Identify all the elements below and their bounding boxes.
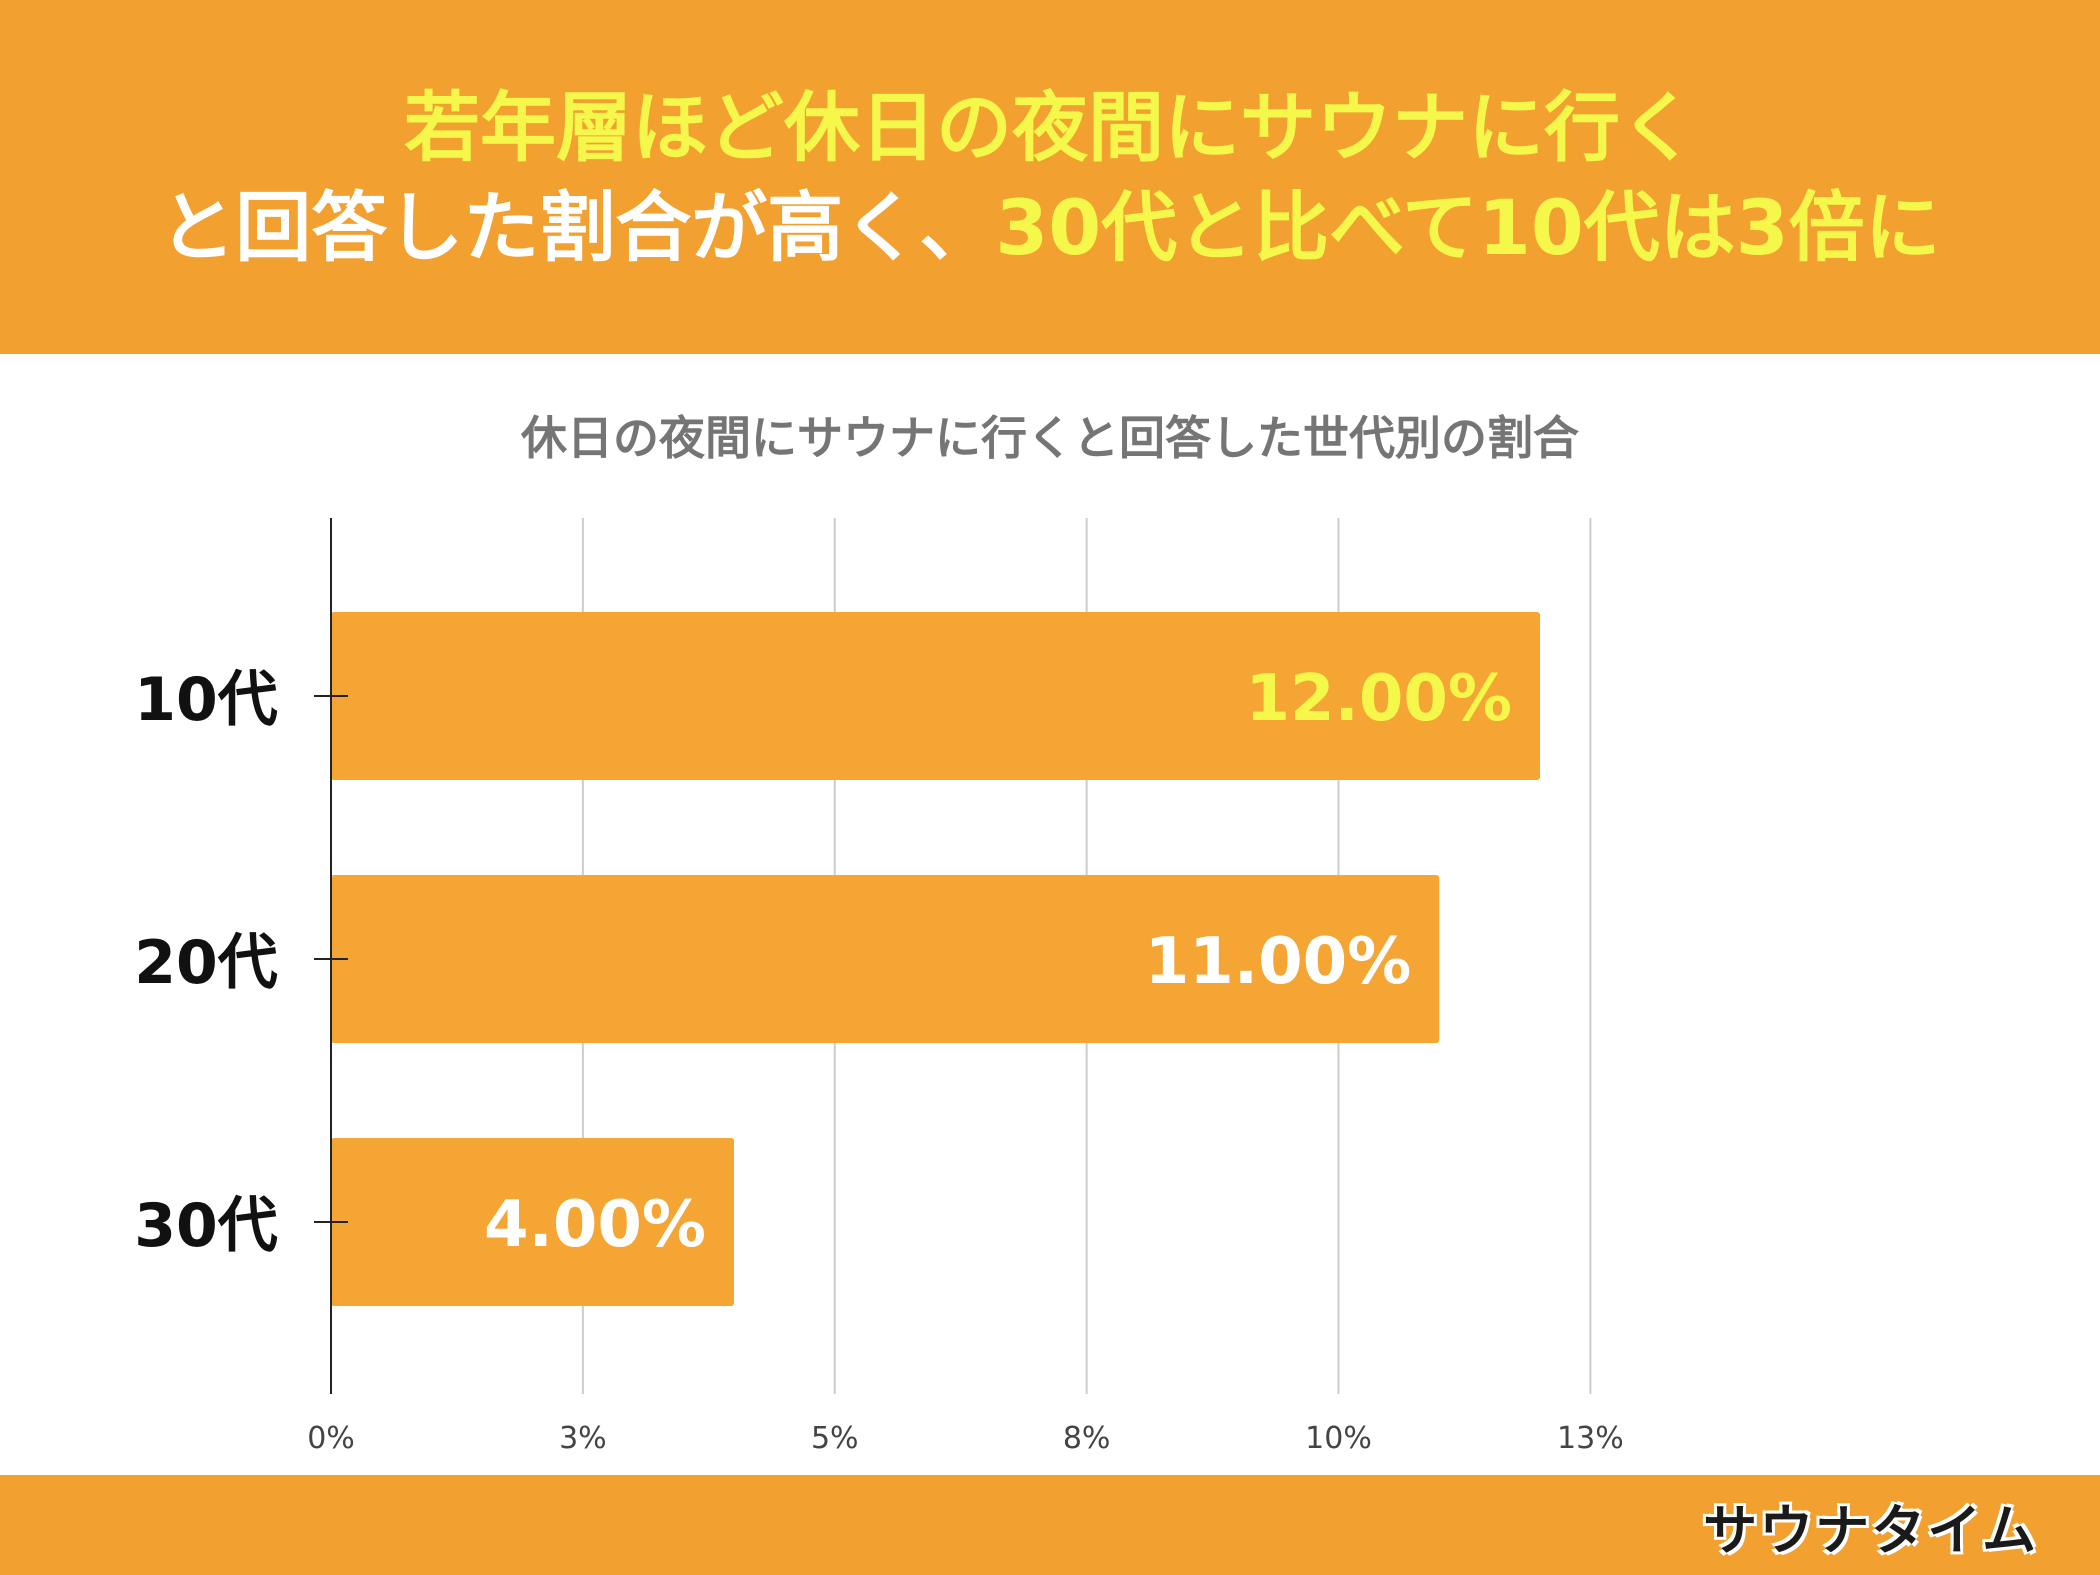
chart-title: 休日の夜間にサウナに行くと回答した世代別の割合 xyxy=(521,411,1579,465)
footer-bar: サウナタイム xyxy=(0,1475,2100,1575)
data-label: 11.00% xyxy=(1145,925,1412,999)
bar xyxy=(331,1138,734,1306)
x-tick-label: 3% xyxy=(559,1421,607,1456)
x-tick-label: 0% xyxy=(307,1421,355,1456)
category-label: 30代 xyxy=(134,1191,278,1261)
headline-banner: 若年層ほど休日の夜間にサウナに行く と回答した割合が高く、30代と比べて10代は… xyxy=(0,0,2100,354)
category-label: 20代 xyxy=(134,928,278,998)
x-tick-label: 5% xyxy=(811,1421,859,1456)
x-tick-label: 13% xyxy=(1557,1421,1624,1456)
headline-line-2: と回答した割合が高く、30代と比べて10代は3倍に xyxy=(0,190,2100,266)
bar xyxy=(331,612,1540,780)
headline-line-2-yellow: 30代と比べて10代は3倍に xyxy=(995,183,1941,272)
x-tick-label: 8% xyxy=(1063,1421,1111,1456)
headline-line-1-text: 若年層ほど休日の夜間にサウナに行く xyxy=(404,83,1696,172)
brand-logo-text: サウナタイム xyxy=(1703,1498,2038,1562)
category-label: 10代 xyxy=(134,665,278,735)
headline-line-2-white: と回答した割合が高く、 xyxy=(159,183,996,272)
headline-line-1: 若年層ほど休日の夜間にサウナに行く xyxy=(0,90,2100,166)
data-label: 12.00% xyxy=(1245,662,1512,736)
x-tick-label: 10% xyxy=(1305,1421,1372,1456)
bar xyxy=(331,875,1440,1043)
bar-chart: 0% 3% 5% 8% 10% 13% 10代 12.00% 20代 11.00% 30代 4.00% xyxy=(134,518,1624,1456)
brand-logo: サウナタイム xyxy=(1703,1491,2038,1562)
data-label: 4.00% xyxy=(484,1188,706,1262)
